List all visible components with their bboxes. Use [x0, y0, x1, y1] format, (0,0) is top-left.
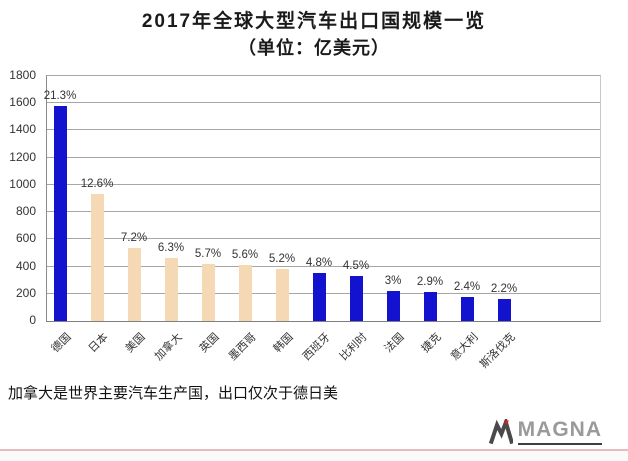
bar-value-label: 5.6%: [231, 248, 259, 261]
bar-意大利: [460, 296, 474, 321]
gridline-1000: [47, 183, 600, 185]
y-tick-label: 600: [15, 231, 36, 246]
x-tick-label: 韩国: [271, 331, 296, 356]
bottom-strip: [0, 451, 628, 461]
x-tick-label: 加拿大: [152, 331, 185, 363]
gridline-800: [47, 211, 600, 213]
magna-underline: [517, 443, 602, 445]
x-tick-label: 西班牙: [300, 331, 333, 363]
x-tick-label: 墨西哥: [226, 331, 259, 363]
x-tick-label: 德国: [49, 331, 74, 356]
gridline-1200: [47, 156, 600, 158]
bar-value-label: 7.2%: [120, 232, 148, 245]
bar-value-label: 21.3%: [43, 90, 77, 103]
bar-墨西哥: [238, 264, 252, 321]
chart-unit-subtitle: （单位：亿美元）: [238, 38, 390, 58]
y-tick-label: 1000: [9, 176, 36, 191]
bar-英国: [201, 263, 215, 321]
x-tick-label: 法国: [382, 331, 407, 356]
gridline-1600: [47, 102, 600, 104]
bar-比利时: [349, 275, 363, 321]
bottom-divider-line: [0, 449, 628, 451]
y-axis: 0 200 400 600 800 1000 1200 1400 1600 1800: [0, 68, 40, 327]
bar-value-label: 12.6%: [80, 178, 114, 191]
magna-logo: MAGNA: [488, 418, 602, 446]
gridline-400: [47, 265, 600, 267]
bar-value-label: 5.7%: [194, 247, 222, 260]
chart-title: 2017年全球大型汽车出口国规模一览: [141, 11, 487, 32]
x-tick-label: 捷克: [419, 331, 444, 356]
bar-西班牙: [312, 272, 326, 321]
x-axis-labels: 德国 日本 美国 加拿大 英国 墨西哥 韩国 西班牙 比利时 法国 捷克 意大利 斯洛伐克: [46, 323, 599, 381]
caption-text: 加拿大是世界主要汽车生产国，出口仅次于德日美: [8, 385, 339, 402]
bar-斯洛伐克: [497, 298, 511, 321]
gridline-600: [47, 238, 600, 240]
bar-value-label: 3%: [384, 274, 402, 287]
y-tick-label: 1400: [9, 122, 36, 137]
bar-美国: [127, 248, 141, 321]
bar-value-label: 2.2%: [490, 282, 518, 295]
x-tick-label: 斯洛伐克: [478, 331, 518, 371]
gridline-1400: [47, 129, 600, 131]
y-tick-label: 400: [15, 258, 36, 273]
y-tick-label: 1800: [9, 68, 36, 82]
magna-wordmark: MAGNA: [517, 418, 602, 441]
y-tick-label: 0: [29, 313, 36, 327]
bar-value-label: 2.4%: [453, 280, 481, 293]
bar-捷克: [423, 291, 437, 321]
bar-加拿大: [164, 257, 178, 321]
x-tick-label: 美国: [123, 331, 148, 356]
y-tick-label: 800: [15, 204, 36, 219]
bar-日本: [90, 194, 104, 321]
bar-value-label: 6.3%: [157, 241, 185, 254]
bar-法国: [386, 290, 400, 321]
plot-area: 21.3% 12.6% 7.2% 6.3% 5.7% 5.6% 5.2% 4.8% 4.5% 3%…: [44, 75, 601, 322]
magna-m-icon: [488, 419, 513, 445]
bar-韩国: [275, 268, 289, 321]
y-tick-label: 1200: [9, 149, 36, 164]
bar-value-label: 2.9%: [416, 275, 444, 288]
bar-value-label: 5.2%: [268, 252, 296, 265]
y-tick-label: 1600: [9, 95, 36, 110]
bar-value-label: 4.8%: [305, 256, 333, 269]
bar-value-label: 4.5%: [342, 259, 370, 272]
x-tick-label: 英国: [197, 331, 222, 356]
x-tick-label: 比利时: [337, 331, 370, 363]
y-tick-label: 200: [15, 285, 36, 300]
x-tick-label: 日本: [86, 331, 111, 356]
bar-德国: [53, 106, 67, 321]
